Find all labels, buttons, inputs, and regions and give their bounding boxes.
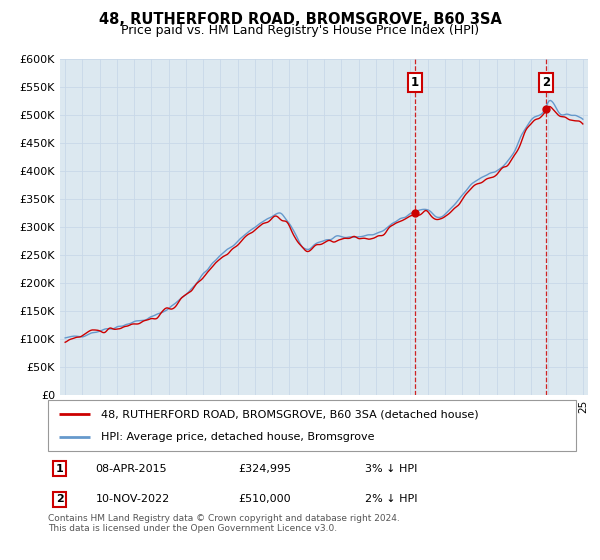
- Text: HPI: Average price, detached house, Bromsgrove: HPI: Average price, detached house, Brom…: [101, 432, 374, 442]
- Text: 3% ↓ HPI: 3% ↓ HPI: [365, 464, 417, 474]
- Text: 2: 2: [542, 76, 550, 89]
- Text: 10-NOV-2022: 10-NOV-2022: [95, 494, 170, 505]
- Text: 48, RUTHERFORD ROAD, BROMSGROVE, B60 3SA (detached house): 48, RUTHERFORD ROAD, BROMSGROVE, B60 3SA…: [101, 409, 478, 419]
- Text: £510,000: £510,000: [238, 494, 291, 505]
- Text: 2% ↓ HPI: 2% ↓ HPI: [365, 494, 418, 505]
- Text: 1: 1: [411, 76, 419, 89]
- Text: 2: 2: [56, 494, 64, 505]
- Text: 48, RUTHERFORD ROAD, BROMSGROVE, B60 3SA: 48, RUTHERFORD ROAD, BROMSGROVE, B60 3SA: [98, 12, 502, 27]
- Text: 08-APR-2015: 08-APR-2015: [95, 464, 167, 474]
- Text: 1: 1: [56, 464, 64, 474]
- Text: Price paid vs. HM Land Registry's House Price Index (HPI): Price paid vs. HM Land Registry's House …: [121, 24, 479, 36]
- Text: Contains HM Land Registry data © Crown copyright and database right 2024.
This d: Contains HM Land Registry data © Crown c…: [48, 514, 400, 534]
- Text: £324,995: £324,995: [238, 464, 291, 474]
- FancyBboxPatch shape: [48, 400, 576, 451]
